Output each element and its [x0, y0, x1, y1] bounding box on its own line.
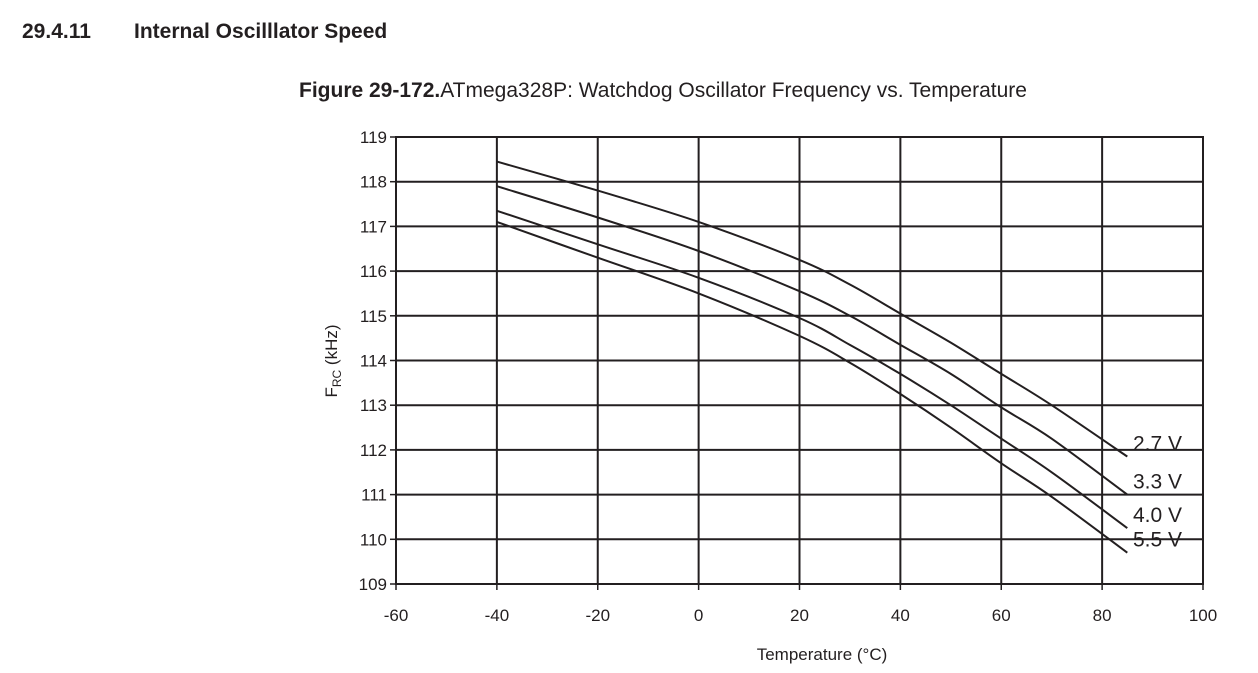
y-tick-label: 116 — [360, 262, 387, 281]
x-axis-label: Temperature (°C) — [757, 645, 888, 664]
y-axis-label: FRC (kHz) — [322, 324, 344, 397]
series-line-4 — [496, 220, 1128, 554]
x-tick-label: 40 — [891, 606, 910, 625]
plot-frame — [395, 136, 1204, 585]
series-line-1 — [496, 160, 1128, 458]
x-tick-label: -20 — [585, 606, 610, 625]
section-heading: 29.4.11 Internal Oscilllator Speed — [22, 20, 387, 44]
y-tick-label: 109 — [359, 575, 387, 594]
series-lines — [496, 160, 1128, 554]
x-tick-label: 20 — [790, 606, 809, 625]
axes — [390, 136, 1204, 590]
series-label-3: 4.0 V — [1133, 504, 1182, 527]
x-tick-label: 80 — [1093, 606, 1112, 625]
y-label-subscript: RC — [330, 369, 344, 387]
tick-labels: 109 110 111 112 113 114 115 116 117 118 119 -60 -40 -… — [359, 128, 1218, 625]
figure-title: ATmega328P: Watchdog Oscillator Frequenc… — [440, 79, 1027, 102]
x-tick-label: 100 — [1189, 606, 1217, 625]
y-label-unit: (kHz) — [322, 324, 341, 369]
figure-caption: Figure 29-172.ATmega328P: Watchdog Oscil… — [299, 79, 1027, 103]
x-tick-label: -40 — [485, 606, 510, 625]
series-line-3 — [496, 209, 1128, 529]
y-tick-label: 117 — [360, 217, 387, 236]
grid — [395, 136, 1204, 585]
x-tick-label: 0 — [694, 606, 703, 625]
figure-label: Figure 29-172. — [299, 79, 441, 102]
series-label-4: 5.5 V — [1133, 529, 1182, 552]
series-label-1: 2.7 V — [1133, 433, 1182, 456]
y-tick-label: 112 — [360, 441, 387, 460]
y-tick-label: 118 — [360, 173, 387, 192]
y-tick-label: 111 — [361, 486, 387, 505]
section-number: 29.4.11 — [22, 20, 91, 43]
series-line-2 — [496, 185, 1128, 496]
y-label-main: F — [322, 387, 341, 397]
section-title: Internal Oscilllator Speed — [134, 20, 388, 43]
y-tick-label: 115 — [360, 307, 387, 326]
series-label-2: 3.3 V — [1133, 471, 1182, 494]
series-labels: 2.7 V 3.3 V 4.0 V5.5 V — [1133, 433, 1182, 552]
y-tick-label: 119 — [360, 128, 387, 147]
y-tick-label: 110 — [360, 530, 387, 549]
y-tick-label: 113 — [360, 396, 387, 415]
x-tick-label: -60 — [384, 606, 409, 625]
y-tick-label: 114 — [360, 352, 387, 371]
x-tick-label: 60 — [992, 606, 1011, 625]
